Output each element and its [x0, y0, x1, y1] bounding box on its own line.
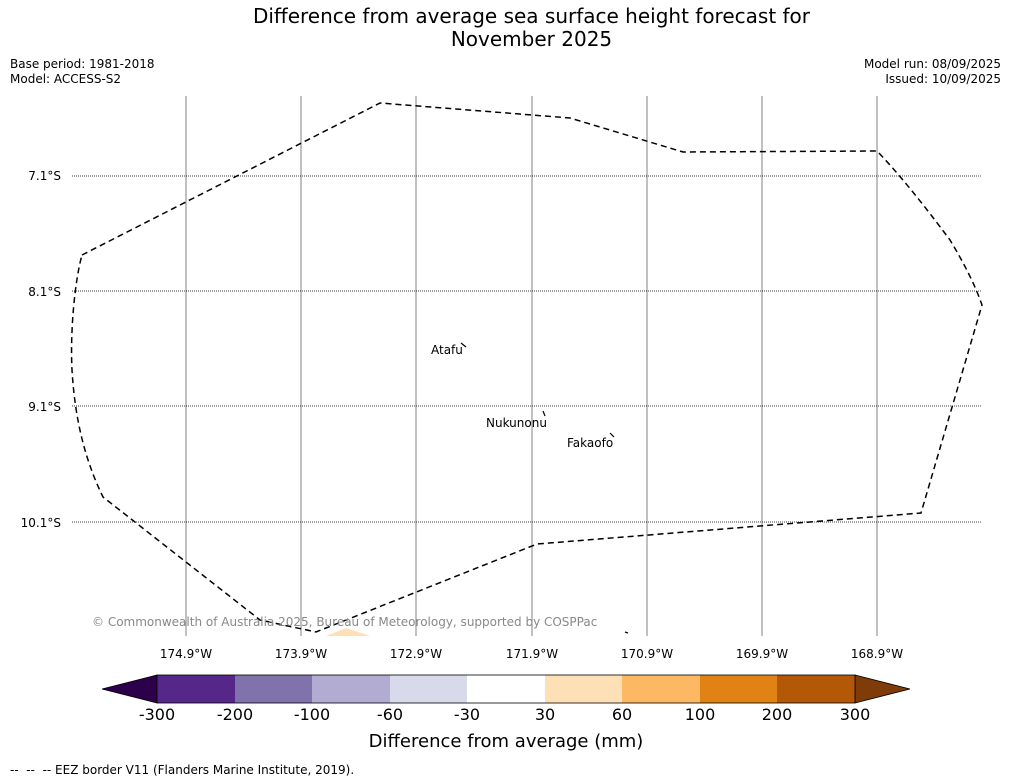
fakaofo-island [609, 432, 615, 438]
model-name: Model: ACCESS-S2 [10, 72, 122, 86]
colorbar-segment [545, 675, 622, 703]
colorbar-tick: 30 [535, 705, 555, 724]
small-islet [624, 631, 629, 634]
colorbar-tick: -30 [454, 705, 480, 724]
meta-right: Model run: 08/09/2025 Issued: 10/09/2025 [864, 57, 1001, 87]
colorbar-tick: 100 [685, 705, 716, 724]
issued-date: Issued: 10/09/2025 [885, 72, 1001, 86]
colorbar-tick: -60 [377, 705, 403, 724]
place-label-atafu: Atafu [431, 343, 463, 357]
model-run: Model run: 08/09/2025 [863, 57, 1001, 71]
colorbar-segment [777, 675, 855, 703]
colorbar-tick: 60 [612, 705, 632, 724]
colorbar-label: Difference from average (mm) [369, 731, 644, 752]
lon-label: 172.9°W [390, 647, 442, 661]
lat-label: 8.1°S [28, 285, 61, 299]
atafu-island [460, 342, 467, 348]
colorbar-under-arrow [101, 674, 158, 704]
colorbar-segment [622, 675, 700, 703]
colorbar-over-arrow [854, 674, 911, 704]
colorbar-frame [156, 674, 856, 704]
colorbar-tick: 300 [840, 705, 871, 724]
colorbar-segment [235, 675, 312, 703]
nukunonu-island [542, 410, 546, 417]
place-label-fakaofo: Fakaofo [567, 436, 613, 450]
colorbar-segment [157, 675, 235, 703]
colorbar-tick: -100 [294, 705, 330, 724]
colorbar-tick: 200 [762, 705, 793, 724]
colorbar-segment [700, 675, 777, 703]
lat-label: 9.1°S [28, 400, 61, 414]
title-line-2: November 2025 [450, 27, 613, 51]
lon-label: 168.9°W [851, 647, 903, 661]
copyright-text: © Commonwealth of Australia 2025, Bureau… [92, 615, 597, 629]
meridian-lines [185, 96, 878, 636]
islands [460, 342, 629, 634]
lon-label: 169.9°W [736, 647, 788, 661]
base-period: Base period: 1981-2018 [10, 57, 155, 71]
lon-label: 170.9°W [621, 647, 673, 661]
colorbar-tick: -200 [217, 705, 253, 724]
lon-label: 174.9°W [160, 647, 212, 661]
lat-label: 7.1°S [28, 169, 61, 183]
map-title: Difference from average sea surface heig… [0, 5, 1011, 51]
colorbar-tick: -300 [139, 705, 175, 724]
eez-legend-note: -- -- -- EEZ border V11 (Flanders Marine… [10, 763, 355, 777]
lon-label: 173.9°W [275, 647, 327, 661]
lon-label: 171.9°W [506, 647, 558, 661]
meta-left: Base period: 1981-2018 Model: ACCESS-S2 [10, 57, 155, 87]
colorbar-segment [467, 675, 545, 703]
colorbar-segment [312, 675, 390, 703]
colorbar-segment [390, 675, 467, 703]
place-label-nukunonu: Nukunonu [486, 416, 547, 430]
parallel-lines [72, 175, 982, 523]
eez-border [70, 102, 983, 633]
colorbar: -300 -200 -100 -60 -30 30 60 100 200 300… [101, 674, 911, 752]
lat-label: 10.1°S [21, 516, 61, 530]
title-line-1: Difference from average sea surface heig… [252, 4, 811, 28]
sea-height-patch [326, 628, 370, 636]
